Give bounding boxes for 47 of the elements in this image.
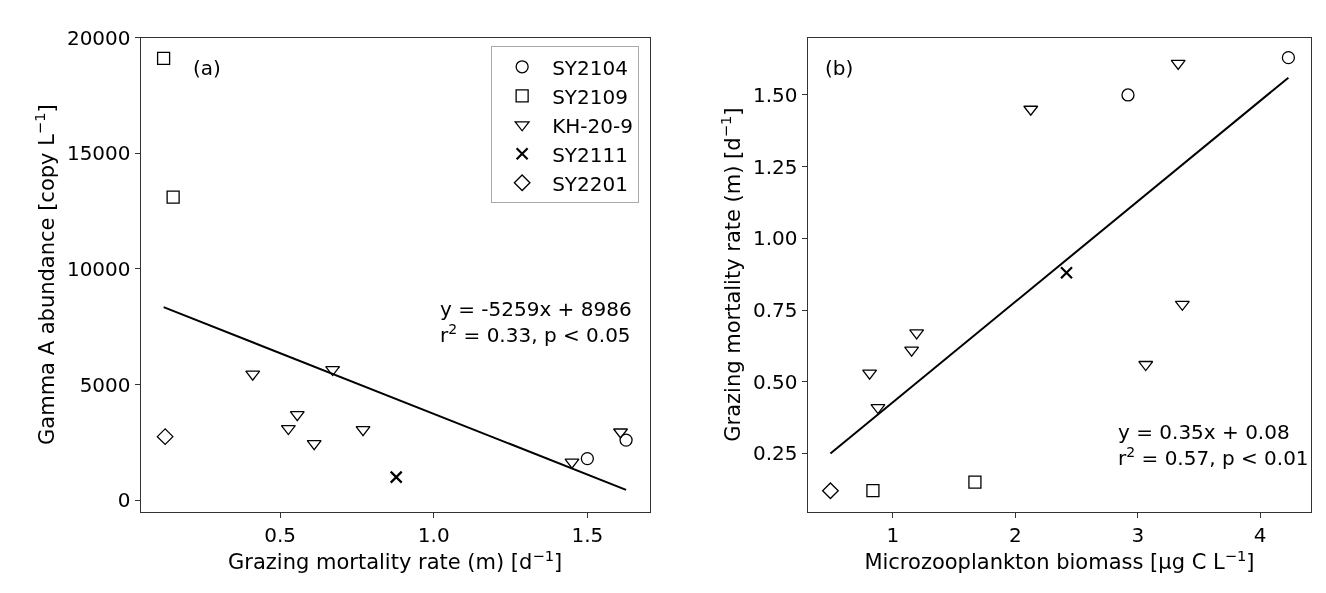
point xyxy=(280,424,296,436)
point xyxy=(619,433,633,447)
point xyxy=(1170,59,1186,71)
x-axis-title: Grazing mortality rate (m) [d$^{−1}$] xyxy=(228,546,563,575)
y-tick-label: 0 xyxy=(117,488,131,513)
point xyxy=(866,484,880,498)
legend-label: SY2111 xyxy=(552,142,628,167)
x-tick-label: 1.5 xyxy=(571,522,604,547)
point xyxy=(1059,266,1074,280)
y-tick-label: 1.50 xyxy=(753,82,798,107)
y-tick-label: 1.00 xyxy=(753,226,798,251)
x-tick-label: 0.5 xyxy=(264,522,296,547)
point xyxy=(968,475,982,489)
y-tick-label: 20000 xyxy=(66,25,131,50)
annotation: y = -5259x + 8986 r$^{2}$ = 0.33, p < 0.05 xyxy=(440,297,632,347)
point xyxy=(821,482,839,500)
x-tick-label: 2 xyxy=(1008,522,1022,547)
x-tick-label: 3 xyxy=(1131,522,1145,547)
point xyxy=(1121,88,1135,102)
point xyxy=(1281,50,1296,65)
point xyxy=(306,439,322,451)
y-tick-label: 0.25 xyxy=(753,441,798,466)
x-axis-title: Microzooplankton biomass [μg C L$^{−1}$] xyxy=(864,546,1255,575)
point xyxy=(156,428,174,446)
point xyxy=(325,365,341,377)
x-tick-label: 4 xyxy=(1253,522,1267,547)
annotation: (b) xyxy=(825,56,854,80)
point xyxy=(1138,360,1154,372)
y-tick-label: 15000 xyxy=(66,141,131,166)
point xyxy=(580,451,595,466)
y-tick-label: 1.25 xyxy=(753,154,798,179)
annotation: (a) xyxy=(193,56,221,80)
y-tick-label: 0.50 xyxy=(753,369,798,394)
point xyxy=(389,470,403,484)
point xyxy=(166,190,180,204)
annotation: y = 0.35x + 0.08 r$^{2}$ = 0.57, p < 0.01 xyxy=(1118,420,1309,470)
point xyxy=(156,51,171,66)
legend-label: SY2109 xyxy=(552,84,628,109)
legend-label: SY2201 xyxy=(552,171,628,196)
x-tick-label: 1 xyxy=(886,522,900,547)
legend-label: SY2104 xyxy=(552,55,628,80)
point xyxy=(870,403,886,415)
x-tick-label: 1.0 xyxy=(417,522,450,547)
y-tick-label: 0.75 xyxy=(753,298,798,323)
legend-label: KH-20-9 xyxy=(552,113,633,138)
y-tick-label: 5000 xyxy=(79,372,131,397)
y-tick-label: 10000 xyxy=(66,256,131,281)
